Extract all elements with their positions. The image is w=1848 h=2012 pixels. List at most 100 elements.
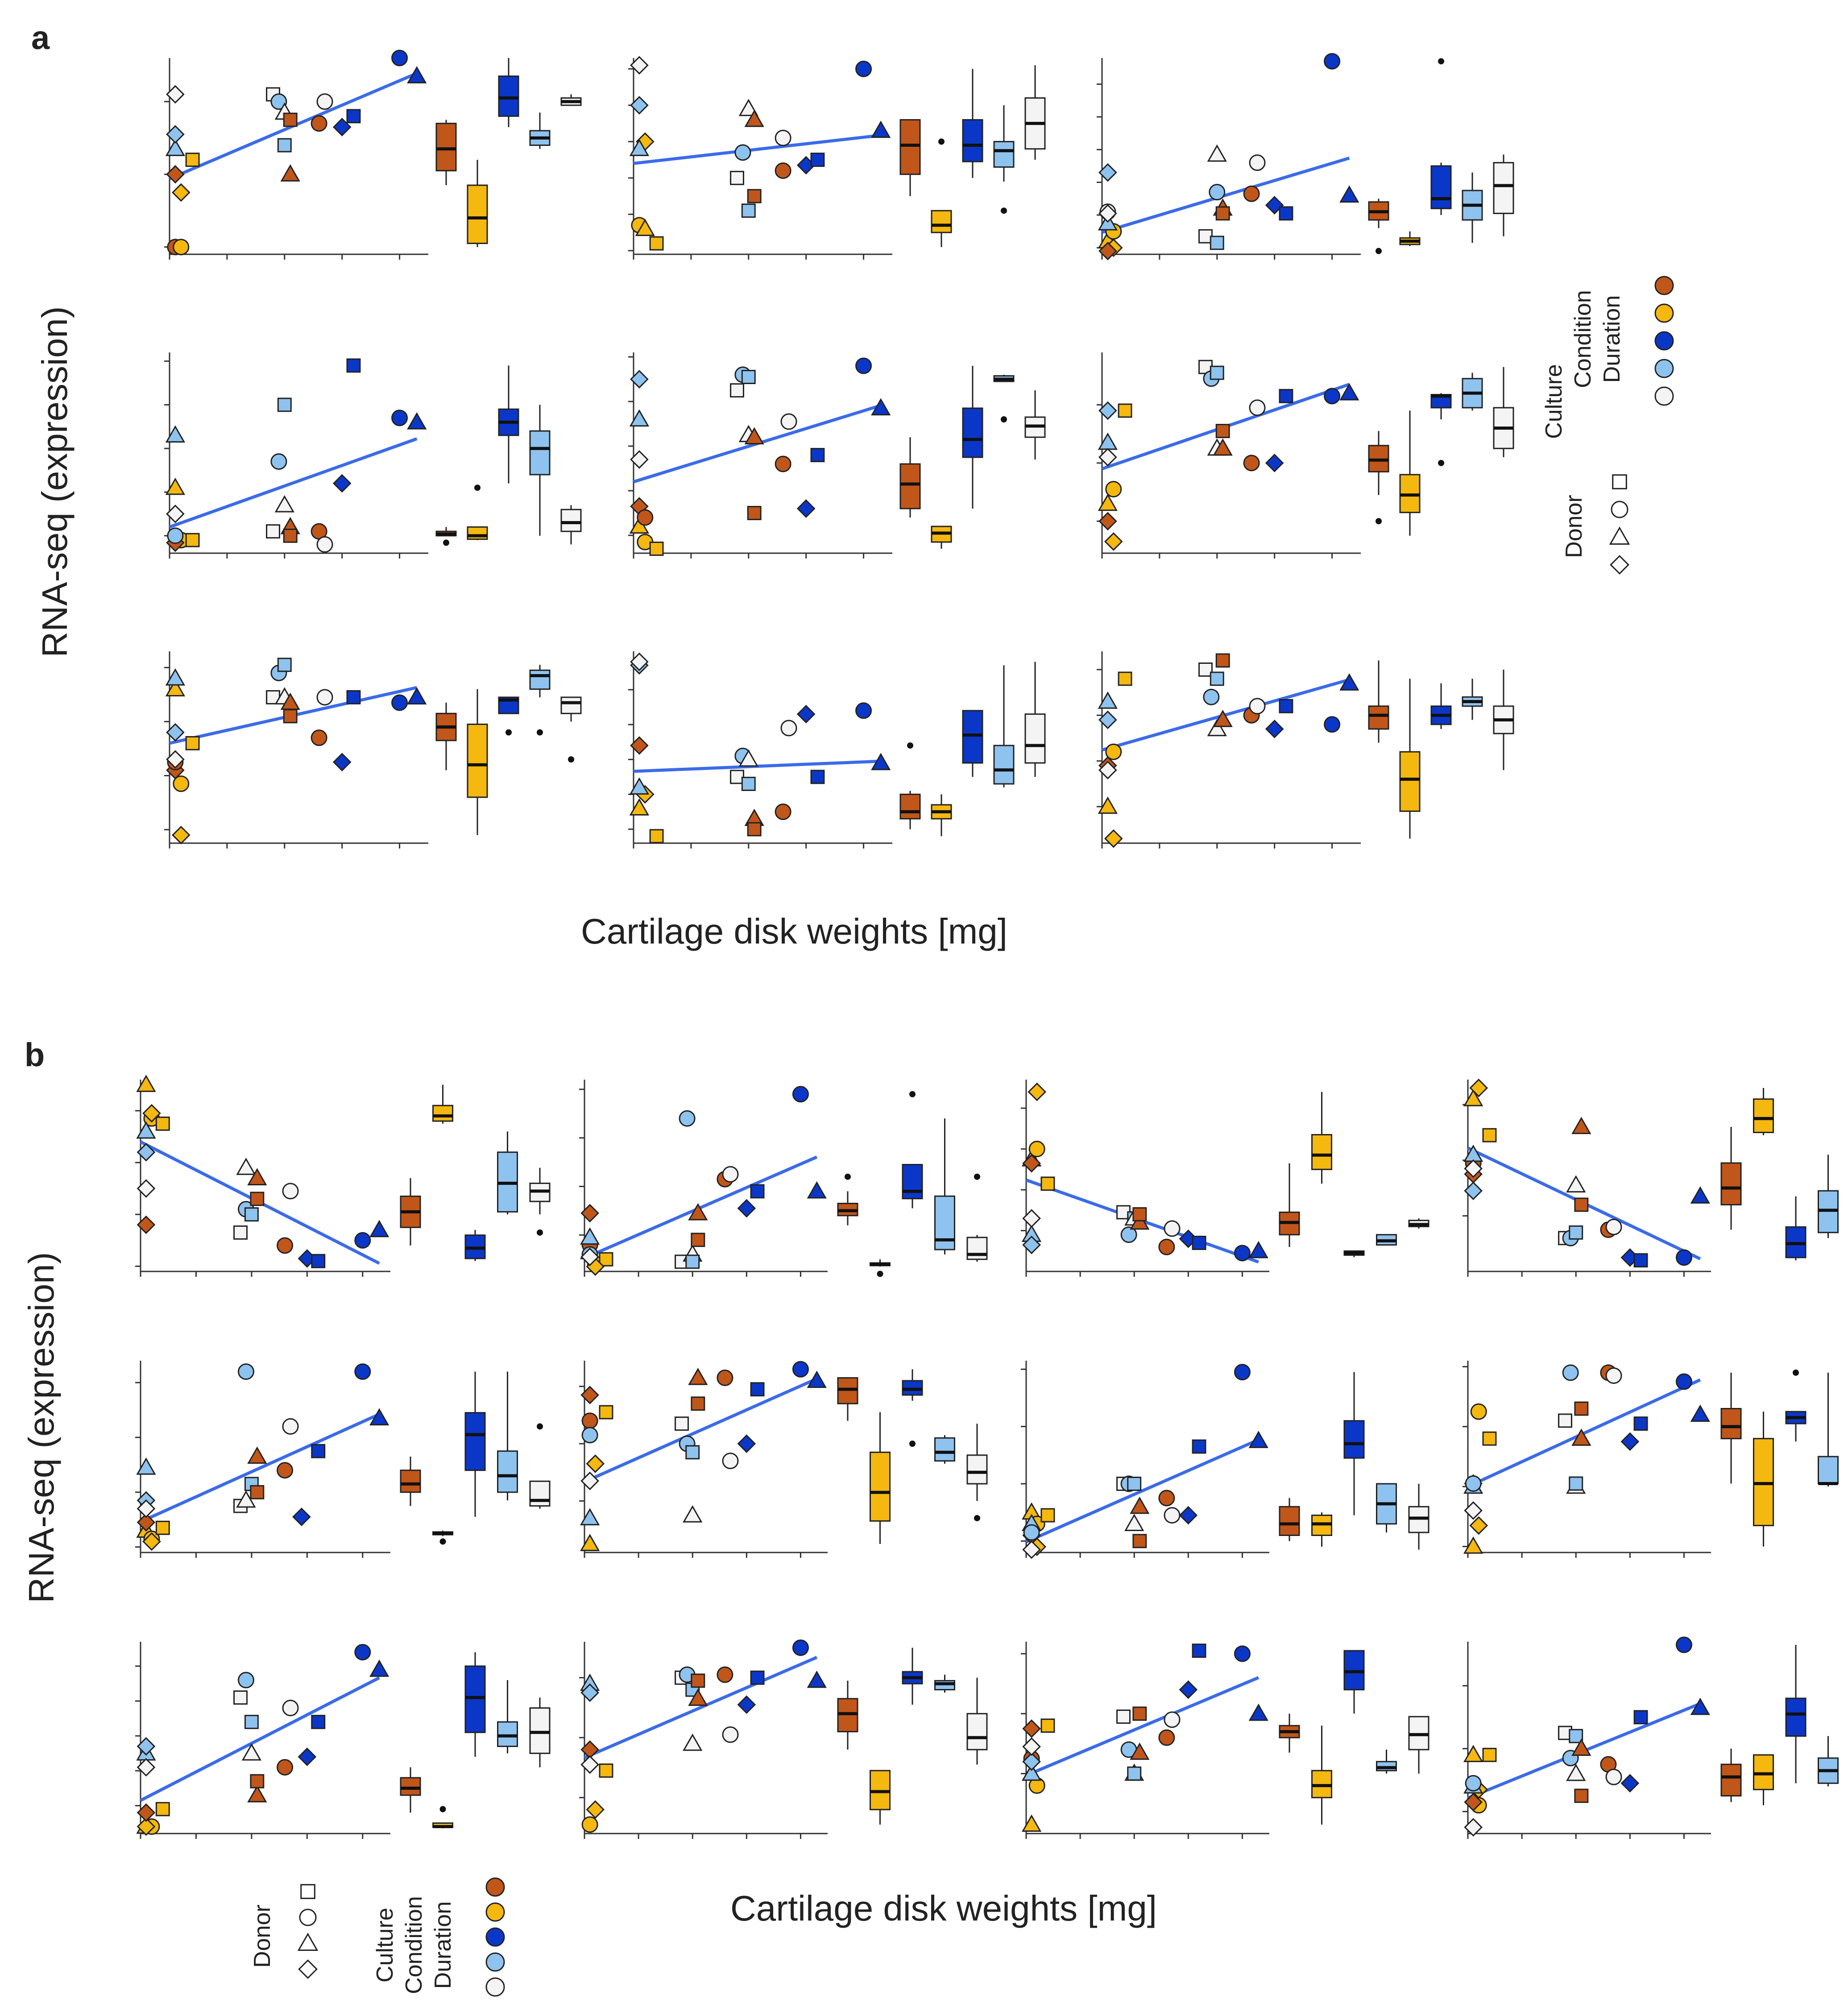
legend-b-donor-entry xyxy=(300,1884,315,1899)
data-point xyxy=(1566,1764,1586,1781)
data-point xyxy=(137,1179,156,1198)
data-point xyxy=(1562,1364,1579,1381)
chart-panel-cd74 xyxy=(135,1361,551,1558)
data-point xyxy=(1690,1186,1710,1204)
data-point xyxy=(354,1644,371,1660)
legend-a-group-swatch xyxy=(1654,331,1674,351)
data-point xyxy=(311,1714,326,1729)
data-point xyxy=(1213,438,1233,456)
data-point xyxy=(1482,1747,1497,1762)
box-body xyxy=(467,526,488,540)
box-body xyxy=(498,75,519,117)
data-point xyxy=(137,1499,156,1518)
data-point xyxy=(580,1471,599,1490)
data-point xyxy=(1098,204,1117,223)
data-point xyxy=(1279,206,1293,221)
data-point xyxy=(1249,698,1266,715)
data-point xyxy=(741,203,756,218)
data-point xyxy=(747,189,762,203)
chart-panel-crispld2 xyxy=(579,1361,988,1558)
data-point xyxy=(1023,1524,1040,1541)
box-body xyxy=(870,1451,891,1522)
data-point xyxy=(1127,1766,1142,1781)
data-point xyxy=(173,775,190,792)
data-point xyxy=(871,398,891,416)
box-outlier xyxy=(974,1173,980,1180)
regression-line xyxy=(584,1155,818,1260)
data-point xyxy=(369,1220,389,1238)
box-body xyxy=(464,1665,486,1733)
data-point xyxy=(354,1232,371,1249)
box-body xyxy=(962,119,983,162)
data-point xyxy=(691,1396,705,1411)
legend-a-groups xyxy=(1654,276,1674,406)
data-point xyxy=(792,1086,809,1103)
data-point xyxy=(792,1361,809,1378)
data-point xyxy=(691,1673,705,1688)
data-point xyxy=(266,524,280,539)
box-body xyxy=(902,1164,923,1200)
data-point xyxy=(346,690,361,704)
legend-b-donor-entry xyxy=(297,1933,319,1951)
data-point xyxy=(1279,699,1293,713)
data-point xyxy=(630,652,649,671)
data-point xyxy=(871,120,891,138)
data-point xyxy=(1324,53,1341,70)
data-point xyxy=(810,448,825,462)
data-point xyxy=(1104,829,1123,848)
box-outlier xyxy=(443,539,449,546)
data-point xyxy=(1022,1540,1041,1559)
data-point xyxy=(630,56,649,75)
data-point xyxy=(136,1457,156,1475)
panel-b-label: b xyxy=(25,1036,45,1073)
legend-a-culture-title-3: Duration xyxy=(1599,295,1625,383)
data-point xyxy=(855,60,872,77)
box-body xyxy=(1399,751,1421,812)
box-outlier xyxy=(909,1441,916,1447)
chart-panel-bglap xyxy=(164,352,582,559)
box-outlier xyxy=(1376,248,1382,254)
data-point xyxy=(142,1532,161,1551)
data-point xyxy=(796,499,816,518)
box-outlier xyxy=(568,756,574,763)
data-point xyxy=(1132,1534,1147,1548)
data-point xyxy=(630,96,649,115)
data-point xyxy=(237,1363,254,1380)
data-point xyxy=(1098,512,1117,531)
box-outlier xyxy=(845,1173,851,1180)
data-point xyxy=(250,1774,265,1788)
data-point xyxy=(1022,1737,1041,1756)
data-point xyxy=(630,370,649,389)
data-point xyxy=(1120,1226,1137,1243)
data-point xyxy=(1105,743,1122,760)
data-point xyxy=(241,1743,262,1761)
data-point xyxy=(1098,761,1117,780)
box-outlier xyxy=(1793,1369,1799,1376)
data-point xyxy=(1571,1739,1591,1756)
x-axis-label-b: Cartilage disk weights [mg] xyxy=(730,1888,1157,1928)
data-point xyxy=(1021,1814,1042,1832)
data-point xyxy=(1127,1477,1142,1491)
data-point xyxy=(1179,1506,1198,1525)
box-body xyxy=(560,696,582,714)
regression-line xyxy=(1467,1378,1701,1488)
data-point xyxy=(741,370,756,384)
box-body xyxy=(464,1412,486,1471)
data-point xyxy=(599,1252,613,1267)
data-point xyxy=(581,1427,598,1444)
data-point xyxy=(775,803,791,820)
data-point xyxy=(274,495,294,513)
data-point xyxy=(1118,671,1132,686)
box-body xyxy=(899,119,921,175)
data-point xyxy=(407,687,427,705)
y-axis-label-b: RNA-seq (expression) xyxy=(21,1252,61,1603)
chart-panel-pcdh10 xyxy=(135,1075,551,1277)
data-point xyxy=(137,1803,156,1822)
data-point xyxy=(581,1412,598,1429)
data-point xyxy=(137,1215,156,1234)
data-point xyxy=(1022,1235,1041,1254)
data-point xyxy=(1248,1241,1268,1259)
data-point xyxy=(1164,1507,1181,1524)
data-point xyxy=(1248,1703,1268,1721)
box-outlier xyxy=(1001,207,1007,214)
